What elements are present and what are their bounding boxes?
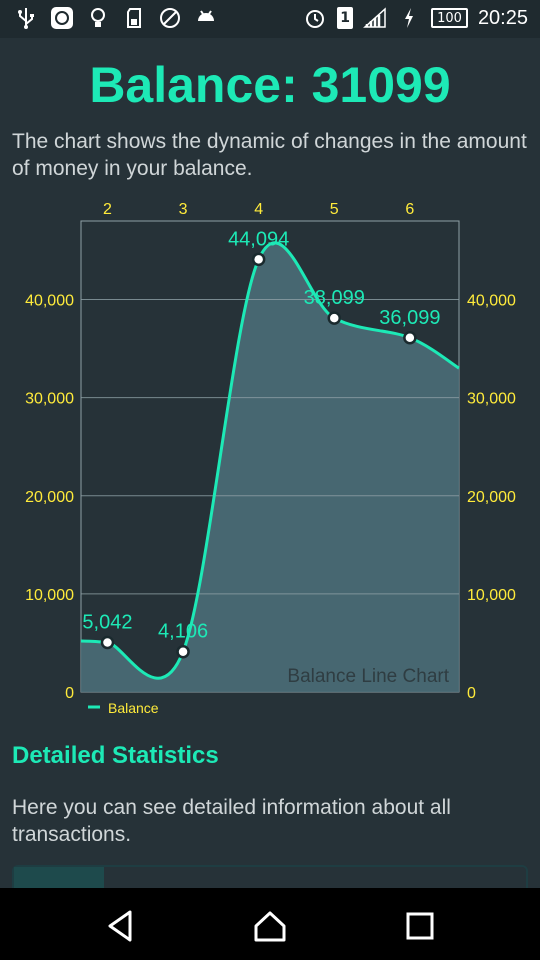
x-tick-label: 5 [330,201,339,218]
app-notification-icon [50,6,74,30]
y-tick-label-right: 0 [467,685,476,702]
y-tick-label-left: 10,000 [25,587,74,604]
statistics-description: Here you can see detailed information ab… [12,796,451,846]
x-tick-label: 2 [103,201,112,218]
system-icons: 1 100 20:25 [303,6,528,30]
charging-icon [397,6,421,30]
area-fill [81,242,459,692]
back-icon[interactable] [102,908,138,944]
data-point [176,644,190,659]
data-label: 44,094 [228,228,289,250]
y-tick-label-left: 40,000 [25,293,74,310]
android-icon [194,6,218,30]
y-tick-label-left: 30,000 [25,391,74,408]
y-tick-label-left: 0 [65,685,74,702]
transactions-table-header [14,867,104,889]
bulb-icon [86,6,110,30]
sim-icon: 1 [337,7,354,29]
clock: 20:25 [477,6,528,29]
chart-description: The chart shows the dynamic of changes i… [12,130,527,180]
data-label: 36,099 [379,307,440,329]
sd-card-icon [122,6,146,30]
y-tick-label-right: 10,000 [467,587,516,604]
data-point [251,252,266,267]
transactions-table[interactable] [12,865,528,889]
series-line [80,241,460,680]
chart-title: Balance Line Chart [287,666,449,687]
usb-icon [14,6,38,30]
balance-line-chart: 0 0 10,000 10,000 20,000 20,000 30,000 30,000 40… [25,201,516,716]
y-tick-label-right: 30,000 [467,391,516,408]
alarm-icon [303,6,327,30]
x-tick-label: 4 [254,201,263,218]
x-tick-label: 3 [179,201,188,218]
navigation-bar [0,888,540,960]
y-tick-label-right: 40,000 [467,293,516,310]
battery-icon: 100 [431,8,468,28]
data-point [327,311,342,325]
data-label: 5,042 [82,612,132,634]
status-bar: 1 100 20:25 [0,0,540,38]
home-icon[interactable] [252,908,288,944]
data-point [403,331,417,345]
recents-icon[interactable] [402,908,438,944]
do-not-disturb-icon [158,6,182,30]
y-tick-label-left: 20,000 [25,489,74,506]
data-label: 38,099 [304,287,365,309]
x-tick-label: 6 [405,201,414,218]
statistics-title: Detailed Statistics [12,742,219,769]
signal-icon [363,6,387,30]
legend-label: Balance [108,700,159,716]
data-label: 4,106 [158,621,208,643]
data-point [100,635,115,650]
balance-title: Balance: 31099 [89,57,451,113]
notification-icons [14,6,218,30]
y-tick-label-right: 20,000 [467,489,516,506]
